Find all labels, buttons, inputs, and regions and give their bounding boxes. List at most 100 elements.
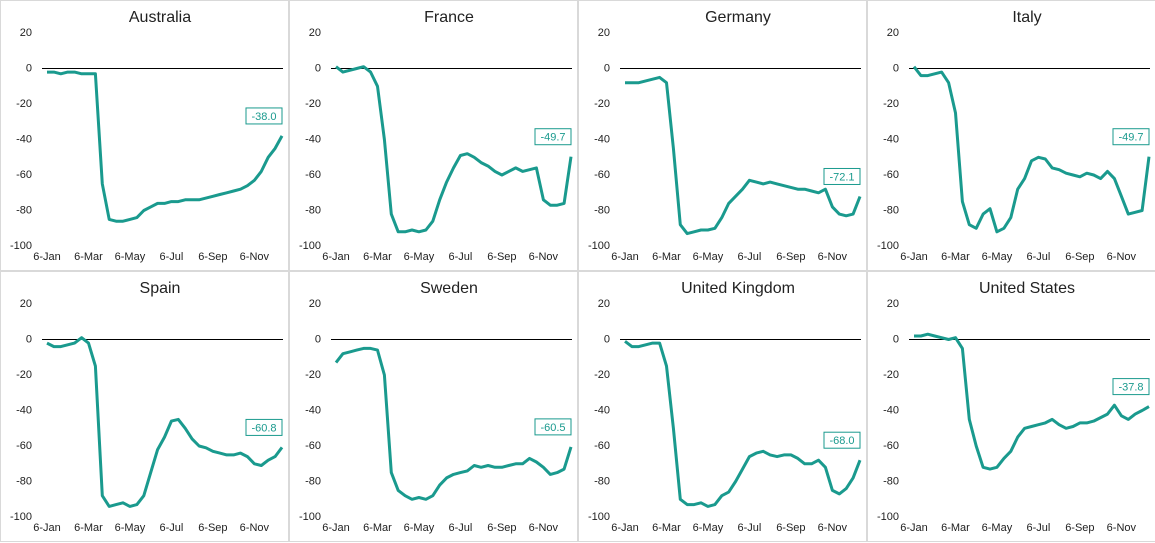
y-tick-label: -100 [877, 511, 899, 523]
y-tick-label: -80 [594, 204, 610, 216]
value-label-box [823, 431, 861, 449]
chart-panel: France -100 -80 -60 -40 -20 0 20 6-Jan 6-Mar 6-May… [289, 0, 578, 271]
y-tick-label: -20 [883, 98, 899, 110]
x-tick-label: 6-Nov [529, 251, 559, 263]
x-tick-label: 6-Mar [363, 522, 392, 534]
y-tick-label: -80 [883, 475, 899, 487]
chart-title: Italy [1012, 9, 1041, 26]
chart-title: Spain [140, 280, 181, 297]
x-tick-label: 6-May [404, 522, 435, 534]
y-tick-label: -20 [883, 369, 899, 381]
value-label-box [534, 128, 572, 146]
y-tick-label: -100 [10, 240, 32, 252]
y-tick-label: 0 [315, 333, 321, 345]
data-line [912, 65, 1151, 234]
x-tick-label: 6-Nov [240, 251, 270, 263]
value-label: -68.0 [829, 435, 854, 447]
x-tick-label: 6-Mar [941, 251, 970, 263]
chart-panel: Australia -100 -80 -60 -40 -20 0 20 6-Jan 6-Mar 6-… [0, 0, 289, 271]
data-line [624, 340, 862, 508]
x-tick-label: 6-Jan [611, 522, 639, 534]
y-tick-label: -80 [305, 204, 321, 216]
y-tick-label: -20 [305, 369, 321, 381]
value-label: -37.8 [1118, 382, 1143, 394]
y-tick-label: 20 [309, 298, 321, 310]
x-tick-label: 6-Jul [159, 522, 183, 534]
chart-title: United States [979, 280, 1075, 297]
y-tick-label: -100 [10, 511, 32, 523]
y-tick-label: -60 [594, 440, 610, 452]
panel-border [578, 271, 867, 542]
panel-border [578, 0, 867, 271]
y-tick-label: 20 [20, 298, 32, 310]
y-tick-label: -60 [883, 169, 899, 181]
y-tick-label: -60 [16, 169, 32, 181]
x-tick-label: 6-Jan [322, 522, 350, 534]
panel-border [867, 0, 1155, 271]
x-tick-label: 6-Mar [363, 251, 392, 263]
chart-title: Australia [129, 9, 191, 26]
x-tick-label: 6-May [982, 251, 1013, 263]
data-line [46, 336, 284, 508]
y-tick-label: -20 [594, 98, 610, 110]
value-label: -49.7 [1118, 132, 1143, 144]
y-tick-label: -80 [883, 204, 899, 216]
y-tick-label: 20 [598, 27, 610, 39]
chart-title: United Kingdom [681, 280, 795, 297]
x-tick-label: 6-Nov [1107, 522, 1137, 534]
y-tick-label: 0 [893, 62, 899, 74]
y-tick-label: -80 [594, 475, 610, 487]
value-label: -49.7 [540, 132, 565, 144]
x-tick-label: 6-Nov [529, 522, 559, 534]
x-tick-label: 6-Mar [652, 251, 681, 263]
x-tick-label: 6-Sep [198, 251, 227, 263]
y-tick-label: -100 [588, 511, 610, 523]
y-tick-label: -60 [305, 440, 321, 452]
x-tick-label: 6-Jan [900, 522, 928, 534]
y-tick-label: 0 [604, 333, 610, 345]
x-tick-label: 6-Nov [1107, 251, 1137, 263]
x-tick-label: 6-Jul [1026, 251, 1050, 263]
chart-panel: Germany -100 -80 -60 -40 -20 0 20 6-Jan 6-Mar 6-Ma… [578, 0, 867, 271]
value-label: -38.0 [251, 111, 276, 123]
value-label: -72.1 [829, 171, 854, 183]
x-tick-label: 6-Mar [74, 251, 103, 263]
value-label-box [245, 107, 283, 125]
x-tick-label: 6-Jul [448, 251, 472, 263]
y-tick-label: -20 [16, 369, 32, 381]
chart-panel: Italy -100 -80 -60 -40 -20 0 20 6-Jan 6-Mar 6-May 6… [867, 0, 1155, 271]
x-tick-label: 6-May [693, 522, 724, 534]
x-tick-label: 6-Sep [1065, 522, 1094, 534]
data-line [47, 70, 284, 223]
chart-panel: Sweden -100 -80 -60 -40 -20 0 20 6-Jan 6-Mar 6-May… [289, 271, 578, 542]
panel-border [289, 271, 578, 542]
x-tick-label: 6-Sep [776, 522, 805, 534]
chart-panel: Spain -100 -80 -60 -40 -20 0 20 6-Jan 6-Mar 6-May 6… [0, 271, 289, 542]
x-tick-label: 6-May [115, 251, 146, 263]
y-tick-label: -20 [305, 98, 321, 110]
y-tick-label: -20 [594, 369, 610, 381]
y-tick-label: -40 [883, 404, 899, 416]
x-tick-label: 6-May [115, 522, 146, 534]
x-tick-label: 6-Sep [487, 251, 516, 263]
y-tick-label: 0 [26, 333, 32, 345]
y-tick-label: -40 [305, 404, 321, 416]
y-tick-label: -40 [883, 133, 899, 145]
y-tick-label: -40 [305, 133, 321, 145]
x-tick-label: 6-Sep [1065, 251, 1094, 263]
y-tick-label: -100 [299, 511, 321, 523]
y-tick-label: -100 [588, 240, 610, 252]
x-tick-label: 6-May [982, 522, 1013, 534]
panel-border [867, 271, 1155, 542]
x-tick-label: 6-Sep [198, 522, 227, 534]
y-tick-label: -80 [16, 204, 32, 216]
chart-panel: United States -100 -80 -60 -40 -20 0 20 6-Jan 6-M… [867, 271, 1155, 542]
y-tick-label: 0 [315, 62, 321, 74]
chart-title: Germany [705, 9, 771, 26]
y-tick-label: -20 [16, 98, 32, 110]
x-tick-label: 6-Sep [487, 522, 516, 534]
chart-panel: United Kingdom -100 -80 -60 -40 -20 0 20 6-Jan 6-… [578, 271, 867, 542]
y-tick-label: 0 [26, 62, 32, 74]
x-tick-label: 6-Jan [900, 251, 928, 263]
y-tick-label: -40 [16, 404, 32, 416]
